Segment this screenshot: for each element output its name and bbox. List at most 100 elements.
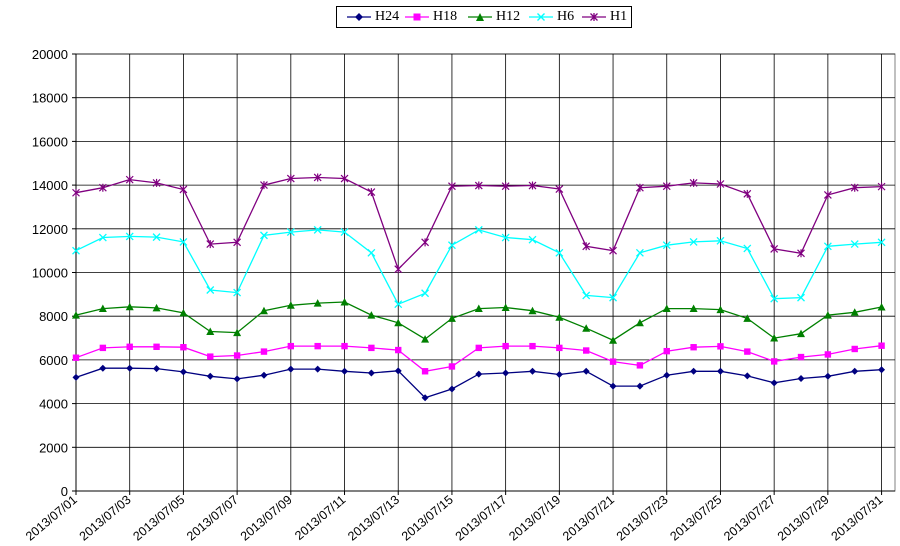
data-point-h1	[609, 246, 617, 255]
data-point-h24	[555, 371, 563, 379]
data-point-h6	[152, 233, 161, 242]
data-point-h1	[474, 181, 483, 190]
data-point-h12	[743, 314, 752, 322]
data-point-h12	[770, 334, 779, 342]
data-point-h1	[179, 185, 188, 194]
data-point-h1	[501, 182, 510, 191]
data-point-h1	[877, 182, 886, 191]
data-point-h6	[770, 294, 779, 303]
legend-item-h24: H24	[347, 7, 399, 27]
data-point-h12	[367, 311, 376, 319]
data-point-h1	[635, 183, 644, 192]
data-point-h6	[313, 225, 322, 234]
data-point-h1	[286, 174, 295, 183]
data-point-h24	[394, 367, 402, 375]
data-point-h24	[690, 367, 698, 375]
data-point-h6	[555, 248, 564, 257]
series-h24	[72, 364, 886, 402]
legend: H24 H18 H12 H6 H1	[336, 6, 632, 28]
data-point-h24	[260, 371, 268, 379]
data-point-h18	[824, 351, 832, 358]
data-point-h18	[314, 342, 321, 350]
data-point-h18	[770, 358, 778, 365]
data-point-h24	[824, 372, 832, 380]
data-point-h6	[179, 237, 188, 246]
y-tick-label: 14000	[32, 178, 68, 193]
data-point-h6	[662, 241, 671, 250]
data-point-h24	[878, 366, 886, 374]
data-point-h18	[690, 344, 697, 351]
data-point-h18	[126, 343, 133, 350]
data-point-h18	[851, 345, 858, 353]
legend-item-h12: H12	[468, 7, 520, 27]
legend-item-h1: H1	[582, 7, 627, 27]
y-tick-label: 4000	[39, 397, 68, 412]
data-point-h12	[259, 306, 268, 315]
data-point-h1	[770, 244, 779, 253]
data-point-h18	[475, 344, 482, 352]
data-point-h6	[635, 248, 644, 257]
x-tick-label: 2013/07/17	[453, 493, 510, 544]
data-point-h18	[609, 358, 617, 365]
data-point-h1	[206, 240, 215, 249]
legend-item-h18: H18	[405, 7, 457, 27]
data-point-h24	[421, 394, 429, 402]
data-point-h18	[72, 354, 80, 361]
data-point-h18	[582, 347, 590, 354]
data-point-h1	[72, 188, 80, 197]
data-point-h6	[528, 235, 537, 244]
x-tick-label: 2013/07/03	[77, 493, 134, 544]
data-point-h6	[394, 300, 403, 309]
data-point-h6	[501, 233, 510, 242]
data-point-h12	[421, 335, 430, 343]
y-axis-ticks: 0 2000 4000 6000 8000 10000 12000 14000 16000 180…	[32, 47, 77, 499]
data-point-h24	[206, 372, 214, 380]
data-point-h18	[878, 342, 885, 349]
data-point-h1	[528, 181, 537, 190]
x-axis-ticks: 2013/07/012013/07/032013/07/052013/07/07…	[23, 490, 895, 544]
data-point-h12	[609, 336, 618, 344]
data-point-h12	[340, 297, 349, 306]
x-tick-label: 2013/07/19	[506, 493, 563, 544]
data-point-h1	[797, 249, 805, 258]
data-point-h18	[153, 343, 160, 350]
data-point-h18	[717, 343, 724, 350]
data-point-h1	[152, 178, 161, 187]
data-point-h18	[663, 347, 670, 355]
data-point-h24	[72, 373, 80, 381]
legend-label-h12: H12	[496, 9, 521, 24]
data-point-h18	[395, 346, 402, 354]
data-point-h24	[609, 382, 617, 390]
data-point-h1	[555, 185, 564, 194]
data-point-h24	[770, 379, 778, 387]
data-point-h12	[850, 308, 859, 316]
data-point-h1	[421, 238, 430, 247]
data-point-h6	[609, 293, 618, 302]
data-point-h12	[125, 302, 134, 311]
data-point-h12	[313, 299, 322, 307]
data-point-h1	[98, 183, 107, 192]
legend-label-h1: H1	[610, 9, 628, 24]
data-point-h18	[797, 353, 805, 361]
data-point-h6	[286, 228, 295, 237]
data-point-h1	[582, 242, 591, 251]
data-point-h24	[367, 369, 375, 377]
y-tick-label: 16000	[32, 134, 68, 149]
data-point-h24	[475, 370, 483, 378]
data-point-h6	[340, 228, 349, 237]
y-tick-label: 0	[61, 484, 68, 499]
x-tick-label: 2013/07/05	[130, 493, 187, 544]
data-point-h6	[689, 237, 698, 246]
data-point-h6	[877, 238, 886, 247]
y-tick-label: 2000	[39, 440, 68, 455]
x-tick-label: 2013/07/15	[399, 493, 456, 544]
data-point-h24	[314, 365, 322, 373]
data-point-h24	[448, 385, 456, 393]
data-point-h12	[72, 311, 80, 319]
series-h18	[72, 342, 885, 375]
data-point-h1	[448, 182, 456, 191]
data-point-h24	[99, 364, 107, 372]
x-tick-label: 2013/07/21	[560, 493, 617, 544]
data-point-h6	[447, 241, 456, 250]
series-h1	[72, 173, 886, 274]
